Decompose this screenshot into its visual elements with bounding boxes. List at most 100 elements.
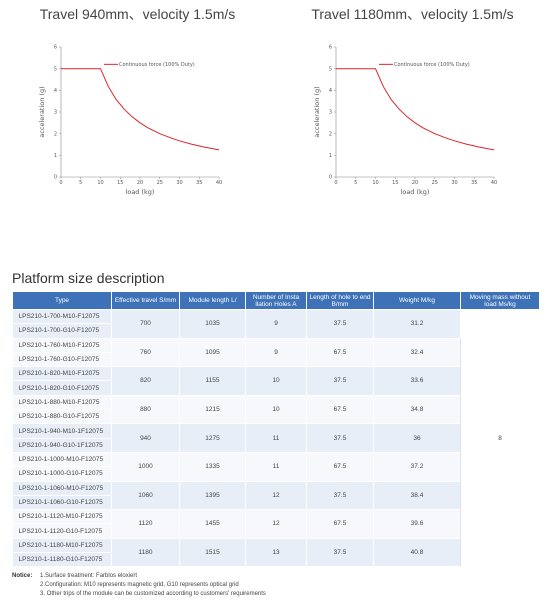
table-row: LPS210-1-700-G10-F12075 bbox=[12, 323, 540, 339]
cell-weight: 31.2 bbox=[373, 309, 461, 339]
x-tick-label: 5 bbox=[354, 180, 357, 186]
platform-size-table: Type Effective travel S/mm Module length… bbox=[12, 291, 540, 568]
chart-travel-1180: Travel 1180mm、velocity 1.5m/s 0 5 10 15 20 25… bbox=[275, 0, 550, 205]
cell-hole-end: 67.5 bbox=[306, 509, 374, 539]
cell-type: LPS210-1-760-G10-F12075 bbox=[12, 352, 112, 368]
chart-title: Travel 1180mm、velocity 1.5m/s bbox=[311, 6, 514, 22]
cell-type: LPS210-1-1120-M10-F12075 bbox=[12, 509, 112, 525]
cell-type: LPS210-1-1000-M10-F12075 bbox=[12, 452, 112, 468]
table-row: LPS210-1-1120-G10-F12075 bbox=[12, 523, 540, 539]
x-axis-label: load (kg) bbox=[126, 188, 155, 196]
cell-weight: 32.4 bbox=[373, 338, 461, 368]
cell-type: LPS210-1-1060-M10-F12075 bbox=[12, 481, 112, 496]
cell-holes: 11 bbox=[245, 452, 307, 482]
cell-travel: 700 bbox=[111, 309, 180, 339]
cell-length: 1395 bbox=[179, 481, 246, 511]
cell-type: LPS210-1-940-M10-1F12075 bbox=[12, 423, 112, 439]
cell-type: LPS210-1-1120-G10-F12075 bbox=[12, 523, 112, 539]
x-tick-label: 25 bbox=[432, 180, 438, 186]
table-row: LPS210-1-1000-G10-F12075 bbox=[12, 466, 540, 482]
y-tick-label: 4 bbox=[329, 88, 332, 94]
series-line bbox=[336, 68, 495, 151]
cell-hole-end: 37.5 bbox=[306, 538, 374, 568]
notice-line: 3. Other trips of the module can be cust… bbox=[40, 591, 266, 597]
x-tick-label: 15 bbox=[392, 180, 398, 186]
x-tick-label: 40 bbox=[491, 180, 497, 186]
table-row: LPS210-1-820-G10-F12075 bbox=[12, 380, 540, 396]
notice-block: Notice: 1.Surface treatment: Farblos elox… bbox=[12, 572, 266, 599]
x-tick-label: 0 bbox=[59, 180, 62, 186]
table-row: LPS210-1-760-G10-F12075 bbox=[12, 352, 540, 368]
cell-type: LPS210-1-700-G10-F12075 bbox=[12, 323, 112, 339]
legend-label: Continuous force (100% Duty) bbox=[119, 62, 195, 68]
table-row: LPS210-1-880-M10-F12075 880 1215 10 67.5 34.8 bbox=[12, 395, 540, 425]
x-tick-label: 5 bbox=[79, 180, 82, 186]
y-tick-label: 0 bbox=[54, 175, 57, 181]
table-row: LPS210-1-700-M10-F12075 700 1035 9 37.5 31.2 8 bbox=[12, 309, 540, 568]
header-holes: Number of Insta llation Holes A bbox=[245, 291, 307, 310]
x-axis-label: load (kg) bbox=[401, 188, 430, 196]
notice-line: 2.Configuration: M10 represents magnetic… bbox=[40, 582, 239, 588]
y-tick-label: 3 bbox=[329, 110, 332, 116]
header-moving-mass: Moving mass without load Ms/kg bbox=[460, 291, 540, 310]
x-tick-label: 30 bbox=[451, 180, 457, 186]
cell-type: LPS210-1-880-G10-F12075 bbox=[12, 409, 112, 425]
cell-travel: 1120 bbox=[111, 509, 180, 539]
cell-weight: 40.8 bbox=[373, 538, 461, 568]
table-row: LPS210-1-1000-M10-F12075 1000 1335 11 67.5 37… bbox=[12, 452, 540, 482]
chart-title: Travel 940mm、velocity 1.5m/s bbox=[39, 6, 236, 22]
y-tick-label: 5 bbox=[54, 66, 57, 72]
x-tick-label: 0 bbox=[334, 180, 337, 186]
series-line bbox=[61, 68, 220, 151]
header-travel: Effective travel S/mm bbox=[111, 291, 180, 310]
cell-hole-end: 67.5 bbox=[306, 395, 374, 425]
cell-travel: 1060 bbox=[111, 481, 180, 511]
cell-weight: 39.6 bbox=[373, 509, 461, 539]
x-tick-label: 30 bbox=[176, 180, 182, 186]
header-weight: Weight M/kg bbox=[373, 291, 461, 310]
cell-length: 1455 bbox=[179, 509, 246, 539]
cell-hole-end: 37.5 bbox=[306, 366, 374, 396]
y-tick-label: 0 bbox=[329, 175, 332, 181]
cell-type: LPS210-1-1180-G10-F12075 bbox=[12, 552, 112, 568]
x-tick-label: 25 bbox=[157, 180, 163, 186]
x-tick-label: 20 bbox=[137, 180, 143, 186]
cell-holes: 9 bbox=[245, 338, 307, 368]
table-row: LPS210-1-1060-M10-F12075 1060 1395 12 37.5 38… bbox=[12, 481, 540, 511]
table-row: LPS210-1-820-M10-F12075 820 1155 10 37.5 33.6 bbox=[12, 366, 540, 396]
y-tick-label: 1 bbox=[329, 153, 332, 159]
cell-holes: 10 bbox=[245, 395, 307, 425]
x-tick-label: 15 bbox=[117, 180, 123, 186]
cell-hole-end: 37.5 bbox=[306, 309, 374, 339]
chart-svg: 0 5 10 15 20 25 30 35 40 0 1 2 3 4 5 6 load (kg) accelera… bbox=[38, 45, 222, 196]
cell-type: LPS210-1-700-M10-F12075 bbox=[12, 309, 112, 325]
header-length: Module length L/ bbox=[179, 291, 246, 310]
y-tick-label: 6 bbox=[329, 45, 332, 51]
legend-label: Continuous force (100% Duty) bbox=[394, 62, 470, 68]
table-row: LPS210-1-1120-M10-F12075 1120 1455 12 67.5 39… bbox=[12, 509, 540, 539]
y-tick-label: 1 bbox=[54, 153, 57, 159]
y-tick-label: 4 bbox=[54, 88, 57, 94]
x-tick-label: 35 bbox=[196, 180, 202, 186]
cell-type: LPS210-1-820-M10-F12075 bbox=[12, 366, 112, 382]
cell-type: LPS210-1-1060-G10-F12075 bbox=[12, 495, 112, 511]
y-tick-label: 6 bbox=[54, 45, 57, 51]
table-row: LPS210-1-1180-G10-F12075 bbox=[12, 552, 540, 568]
cell-weight: 37.2 bbox=[373, 452, 461, 482]
cell-weight: 34.8 bbox=[373, 395, 461, 425]
cell-travel: 760 bbox=[111, 338, 180, 368]
y-tick-label: 2 bbox=[329, 131, 332, 137]
x-tick-label: 10 bbox=[372, 180, 378, 186]
table-row: LPS210-1-760-M10-F12075 760 1095 9 67.5 32.4 bbox=[12, 338, 540, 368]
cell-travel: 820 bbox=[111, 366, 180, 396]
chart-svg: 0 5 10 15 20 25 30 35 40 0 1 2 3 4 5 6 load (kg) accelera… bbox=[313, 45, 497, 196]
y-axis-label: acceleration (g) bbox=[313, 86, 321, 137]
x-tick-label: 35 bbox=[471, 180, 477, 186]
y-axis-label: acceleration (g) bbox=[38, 86, 46, 137]
cell-type: LPS210-1-940-G10-1F12075 bbox=[12, 438, 112, 453]
cell-hole-end: 67.5 bbox=[306, 338, 374, 368]
cell-length: 1095 bbox=[179, 338, 246, 368]
chart-travel-940: Travel 940mm、velocity 1.5m/s 0 5 10 15 20 25 3… bbox=[0, 0, 275, 205]
table-row: LPS210-1-1180-M10-F12075 1180 1515 13 37.5 40… bbox=[12, 538, 540, 568]
cell-length: 1275 bbox=[179, 423, 246, 453]
